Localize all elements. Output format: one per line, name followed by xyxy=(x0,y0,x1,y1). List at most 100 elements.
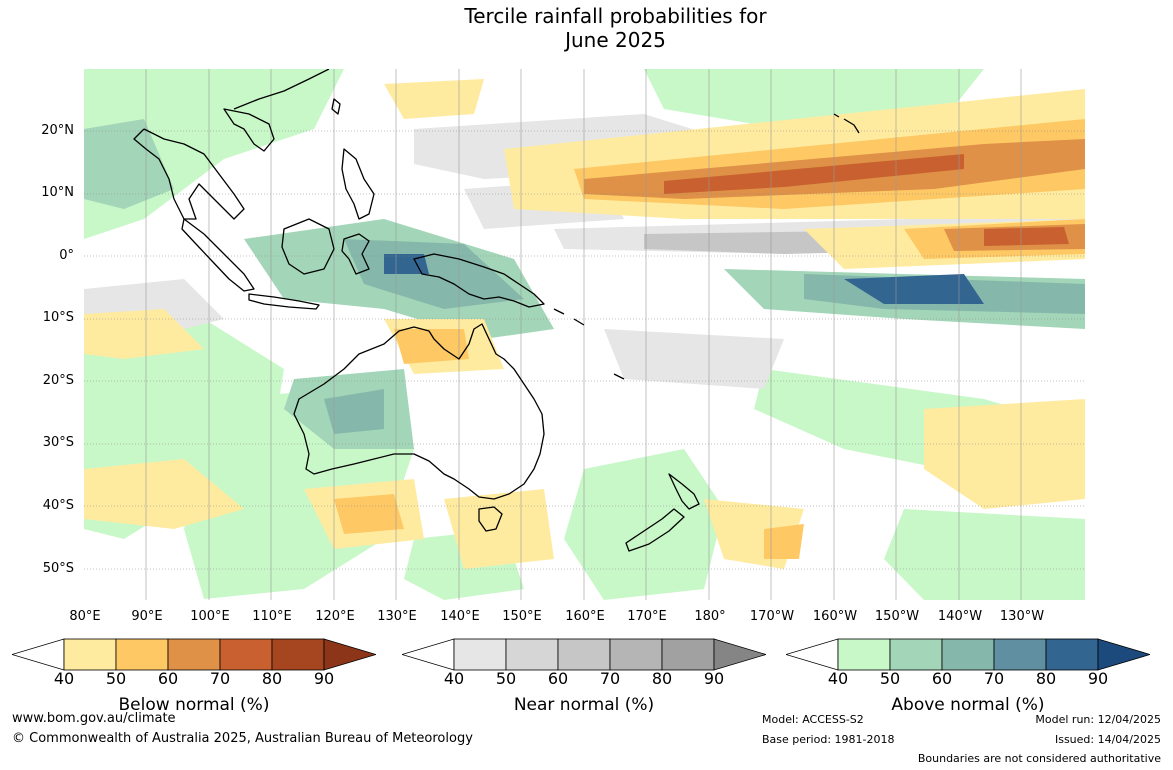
colorbar-segment xyxy=(115,638,169,671)
lon-label: 120°E xyxy=(315,609,355,624)
lon-label: 140°W xyxy=(937,609,983,624)
colorbar-tick: 70 xyxy=(209,669,231,688)
above-normal-colorbar xyxy=(786,638,1150,671)
colorbar-tick: 50 xyxy=(105,669,127,688)
colorbar-tick: 40 xyxy=(53,669,75,688)
lat-label: 20°S xyxy=(42,373,74,388)
hawaii-islands xyxy=(833,113,860,134)
sulawesi-outline xyxy=(341,233,370,275)
lon-label: 100°E xyxy=(190,609,230,624)
lon-label: 180° xyxy=(694,609,726,624)
colorbar-segment xyxy=(505,638,559,671)
below-normal-legend-title: Below normal (%) xyxy=(118,695,270,715)
lon-label: 160°E xyxy=(565,609,605,624)
copyright-notice: © Commonwealth of Australia 2025, Austra… xyxy=(12,731,473,746)
colorbar-tick: 50 xyxy=(879,669,901,688)
base-period: Base period: 1981-2018 xyxy=(762,733,895,746)
colorbar-under-triangle xyxy=(12,638,65,671)
model-name: Model: ACCESS-S2 xyxy=(762,713,864,726)
colorbar-tick: 80 xyxy=(261,669,283,688)
colorbar-over-triangle xyxy=(713,638,766,671)
new-zealand-north xyxy=(668,473,700,510)
colorbar-tick: 90 xyxy=(313,669,335,688)
lon-label: 110°E xyxy=(252,609,292,624)
below-normal-colorbar xyxy=(12,638,376,671)
new-guinea-outline xyxy=(413,253,545,308)
rainfall-probability-map xyxy=(84,69,1085,600)
lon-label: 150°E xyxy=(502,609,542,624)
colorbar-tick: 40 xyxy=(443,669,465,688)
colorbar-segment xyxy=(63,638,117,671)
lon-label: 80°E xyxy=(69,609,101,624)
china-coast xyxy=(233,69,330,110)
southeast-asia-coast xyxy=(133,108,275,220)
colorbar-tick: 50 xyxy=(495,669,517,688)
website-link[interactable]: www.bom.gov.au/climate xyxy=(12,711,176,726)
lat-label: 50°S xyxy=(42,561,74,576)
tasmania-outline xyxy=(478,506,503,532)
colorbar-segment xyxy=(889,638,943,671)
colorbar-segment xyxy=(661,638,715,671)
lon-label: 90°E xyxy=(131,609,163,624)
above-normal-very-strong xyxy=(384,254,984,304)
colorbar-tick: 60 xyxy=(157,669,179,688)
gridlines xyxy=(84,130,1085,570)
colorbar-tick: 70 xyxy=(599,669,621,688)
colorbar-segment xyxy=(1045,638,1099,671)
lat-label: 20°N xyxy=(41,123,74,138)
lat-label: 10°S xyxy=(42,310,74,325)
colorbar-segment xyxy=(453,638,507,671)
title-line-1: Tercile rainfall probabilities for xyxy=(464,4,767,28)
australia-outline xyxy=(293,323,545,500)
fiji-islands xyxy=(613,373,625,380)
boundary-disclaimer: Boundaries are not considered authoritat… xyxy=(917,752,1161,765)
colorbar-under-triangle xyxy=(402,638,455,671)
lon-label: 160°W xyxy=(812,609,858,624)
colorbar-tick: 80 xyxy=(651,669,673,688)
colorbar-tick: 60 xyxy=(547,669,569,688)
lon-label: 130°W xyxy=(999,609,1045,624)
model-run-date: Model run: 12/04/2025 xyxy=(1035,713,1161,726)
lat-label: 40°S xyxy=(42,498,74,513)
colorbar-segment xyxy=(609,638,663,671)
colorbar-segment xyxy=(271,638,325,671)
colorbar-over-triangle xyxy=(323,638,376,671)
colorbar-tick: 80 xyxy=(1035,669,1057,688)
colorbar-tick: 70 xyxy=(983,669,1005,688)
solomon-islands xyxy=(553,308,585,326)
colorbar-segment xyxy=(219,638,273,671)
near-normal-legend-title: Near normal (%) xyxy=(513,695,655,715)
map-title: Tercile rainfall probabilities for June … xyxy=(0,4,1173,52)
colorbar-over-triangle xyxy=(1097,638,1150,671)
colorbar-segment xyxy=(993,638,1047,671)
lat-label: 0° xyxy=(59,248,74,263)
lon-label: 170°E xyxy=(627,609,667,624)
taiwan-outline xyxy=(331,98,341,115)
below-normal-very-strong xyxy=(664,154,1069,246)
sumatra-outline xyxy=(181,218,255,292)
title-line-2: June 2025 xyxy=(565,28,666,52)
colorbar-tick: 40 xyxy=(827,669,849,688)
lon-label: 150°W xyxy=(874,609,920,624)
new-zealand-south xyxy=(625,508,685,552)
colorbar-segment xyxy=(167,638,221,671)
above-normal-legend-title: Above normal (%) xyxy=(891,695,1045,715)
coastlines xyxy=(133,69,860,552)
colorbar-segment xyxy=(557,638,611,671)
near-normal-colorbar xyxy=(402,638,766,671)
borneo-outline xyxy=(281,218,335,275)
philippines-outline xyxy=(341,148,375,220)
colorbar-under-triangle xyxy=(786,638,839,671)
lon-label: 130°E xyxy=(377,609,417,624)
colorbar-segment xyxy=(837,638,891,671)
colorbar-tick: 90 xyxy=(1087,669,1109,688)
java-outline xyxy=(248,293,320,310)
colorbar-segment xyxy=(941,638,995,671)
lon-label: 140°E xyxy=(440,609,480,624)
lat-label: 30°S xyxy=(42,435,74,450)
colorbar-tick: 60 xyxy=(931,669,953,688)
meridians xyxy=(145,69,1022,600)
colorbar-tick: 90 xyxy=(703,669,725,688)
lon-label: 170°W xyxy=(749,609,795,624)
issued-date: Issued: 14/04/2025 xyxy=(1054,733,1161,746)
